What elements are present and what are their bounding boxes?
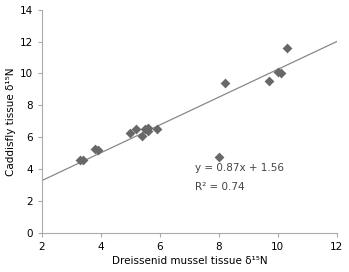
Point: [145, 126, 151, 130]
Point: [216, 154, 222, 159]
Point: [154, 127, 160, 132]
Point: [275, 70, 281, 74]
Text: y = 0.87x + 1.56: y = 0.87x + 1.56: [195, 163, 284, 172]
Point: [284, 46, 289, 50]
Point: [142, 127, 148, 132]
Point: [278, 71, 284, 76]
Point: [77, 157, 83, 162]
Point: [145, 129, 151, 133]
Point: [134, 127, 139, 132]
X-axis label: Dreissenid mussel tissue δ¹⁵N: Dreissenid mussel tissue δ¹⁵N: [112, 256, 267, 267]
Y-axis label: Caddisfly tissue δ¹⁵N: Caddisfly tissue δ¹⁵N: [6, 67, 16, 176]
Point: [128, 130, 133, 135]
Point: [95, 148, 101, 152]
Point: [81, 157, 86, 162]
Point: [140, 134, 145, 138]
Text: R² = 0.74: R² = 0.74: [195, 182, 245, 192]
Point: [266, 79, 272, 84]
Point: [92, 146, 98, 151]
Point: [222, 81, 228, 85]
